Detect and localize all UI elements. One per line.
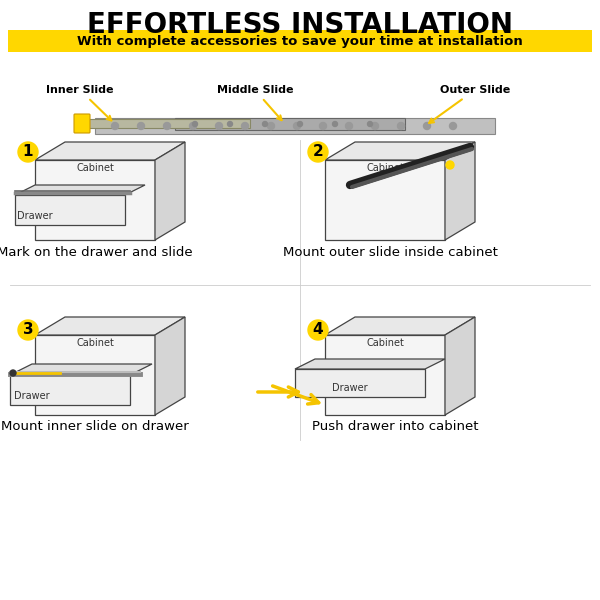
Circle shape bbox=[137, 122, 145, 130]
Circle shape bbox=[320, 122, 326, 130]
Polygon shape bbox=[10, 364, 152, 375]
Circle shape bbox=[332, 121, 337, 127]
Polygon shape bbox=[15, 195, 125, 225]
Circle shape bbox=[112, 122, 119, 130]
Polygon shape bbox=[325, 335, 445, 415]
FancyBboxPatch shape bbox=[74, 114, 90, 133]
Text: Mark on the drawer and slide: Mark on the drawer and slide bbox=[0, 245, 193, 259]
Text: Cabinet: Cabinet bbox=[76, 338, 114, 348]
Polygon shape bbox=[325, 142, 475, 160]
Text: 2: 2 bbox=[313, 145, 323, 160]
Polygon shape bbox=[35, 142, 185, 160]
Circle shape bbox=[446, 161, 454, 169]
Circle shape bbox=[241, 122, 248, 130]
Text: Inner Slide: Inner Slide bbox=[46, 85, 114, 121]
Polygon shape bbox=[325, 317, 475, 335]
Circle shape bbox=[18, 320, 38, 340]
Text: 1: 1 bbox=[23, 145, 33, 160]
Circle shape bbox=[398, 122, 404, 130]
Text: Cabinet: Cabinet bbox=[366, 338, 404, 348]
Text: With complete accessories to save your time at installation: With complete accessories to save your t… bbox=[77, 34, 523, 47]
Circle shape bbox=[298, 121, 302, 127]
Bar bbox=[175, 118, 405, 130]
Circle shape bbox=[449, 122, 457, 130]
Polygon shape bbox=[10, 375, 130, 405]
Circle shape bbox=[18, 142, 38, 162]
Text: Middle Slide: Middle Slide bbox=[217, 85, 293, 120]
Text: Mount outer slide inside cabinet: Mount outer slide inside cabinet bbox=[283, 245, 497, 259]
Circle shape bbox=[424, 122, 431, 130]
Polygon shape bbox=[445, 142, 475, 240]
Circle shape bbox=[367, 121, 373, 127]
Text: Outer Slide: Outer Slide bbox=[429, 85, 510, 123]
Text: 3: 3 bbox=[23, 323, 34, 337]
Text: Push drawer into cabinet: Push drawer into cabinet bbox=[312, 421, 478, 433]
Polygon shape bbox=[295, 369, 425, 397]
Circle shape bbox=[308, 320, 328, 340]
Text: Drawer: Drawer bbox=[17, 211, 53, 221]
Circle shape bbox=[163, 122, 170, 130]
Text: EFFORTLESS INSTALLATION: EFFORTLESS INSTALLATION bbox=[87, 11, 513, 39]
Polygon shape bbox=[155, 142, 185, 240]
Circle shape bbox=[10, 370, 16, 376]
Circle shape bbox=[268, 122, 275, 130]
Text: Drawer: Drawer bbox=[14, 391, 50, 401]
Text: Mount inner slide on drawer: Mount inner slide on drawer bbox=[1, 421, 189, 433]
Circle shape bbox=[346, 122, 353, 130]
Polygon shape bbox=[325, 160, 445, 240]
Text: Drawer: Drawer bbox=[332, 383, 368, 393]
Text: Cabinet: Cabinet bbox=[76, 163, 114, 173]
Bar bbox=[95, 118, 495, 134]
Polygon shape bbox=[445, 317, 475, 415]
Circle shape bbox=[193, 121, 197, 127]
Circle shape bbox=[371, 122, 379, 130]
Text: Cabinet: Cabinet bbox=[366, 163, 404, 173]
Circle shape bbox=[215, 122, 223, 130]
Circle shape bbox=[308, 142, 328, 162]
Circle shape bbox=[227, 121, 233, 127]
Circle shape bbox=[263, 121, 268, 127]
Circle shape bbox=[190, 122, 197, 130]
Polygon shape bbox=[35, 160, 155, 240]
Bar bbox=[8, 30, 592, 52]
Polygon shape bbox=[155, 317, 185, 415]
Polygon shape bbox=[35, 335, 155, 415]
Polygon shape bbox=[15, 185, 145, 195]
Circle shape bbox=[293, 122, 301, 130]
Polygon shape bbox=[35, 317, 185, 335]
Polygon shape bbox=[295, 359, 445, 369]
Text: 4: 4 bbox=[313, 323, 323, 337]
Bar bbox=[85, 119, 250, 128]
